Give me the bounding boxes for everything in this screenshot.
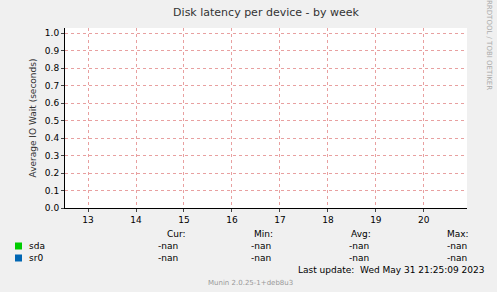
svg-text:0.8: 0.8 <box>45 63 60 73</box>
svg-text:-nan: -nan <box>158 241 178 251</box>
svg-text:13: 13 <box>82 215 93 225</box>
svg-text:0.9: 0.9 <box>45 46 60 56</box>
svg-text:0.5: 0.5 <box>45 116 59 126</box>
svg-text:Cur:: Cur: <box>167 229 186 239</box>
svg-text:18: 18 <box>322 215 334 225</box>
svg-text:0.1: 0.1 <box>45 186 59 196</box>
svg-text:0.7: 0.7 <box>45 81 59 91</box>
svg-text:-nan: -nan <box>158 253 178 263</box>
svg-text:sda: sda <box>29 241 45 251</box>
svg-text:Last update: Wed May 31 21:25: Last update: Wed May 31 21:25:09 2023 <box>298 265 485 275</box>
svg-text:0.0: 0.0 <box>45 203 60 213</box>
svg-text:19: 19 <box>370 215 382 225</box>
svg-text:-nan: -nan <box>447 241 467 251</box>
svg-text:-nan: -nan <box>251 241 271 251</box>
svg-text:Max:: Max: <box>447 229 469 239</box>
svg-text:0.2: 0.2 <box>45 168 59 178</box>
svg-text:0.6: 0.6 <box>45 98 60 108</box>
svg-text:-nan: -nan <box>349 253 369 263</box>
svg-text:-nan: -nan <box>349 241 369 251</box>
svg-text:Munin 2.0.25-1+deb8u3: Munin 2.0.25-1+deb8u3 <box>208 279 293 287</box>
svg-text:14: 14 <box>130 215 142 225</box>
svg-text:Average IO Wait (seconds): Average IO Wait (seconds) <box>28 59 38 178</box>
svg-text:-nan: -nan <box>447 253 467 263</box>
svg-text:1.0: 1.0 <box>45 28 60 38</box>
svg-text:0.4: 0.4 <box>45 133 60 143</box>
svg-text:17: 17 <box>274 215 285 225</box>
svg-text:-nan: -nan <box>251 253 271 263</box>
svg-text:Avg:: Avg: <box>351 229 371 239</box>
svg-text:RRDTOOL / TOBI OETIKER: RRDTOOL / TOBI OETIKER <box>485 0 493 90</box>
svg-text:Disk latency per device - by w: Disk latency per device - by week <box>173 6 359 19</box>
svg-text:15: 15 <box>178 215 189 225</box>
svg-text:sr0: sr0 <box>29 253 43 263</box>
svg-text:20: 20 <box>418 215 430 225</box>
svg-text:0.3: 0.3 <box>45 151 59 161</box>
svg-text:Min:: Min: <box>254 229 273 239</box>
svg-text:16: 16 <box>226 215 238 225</box>
